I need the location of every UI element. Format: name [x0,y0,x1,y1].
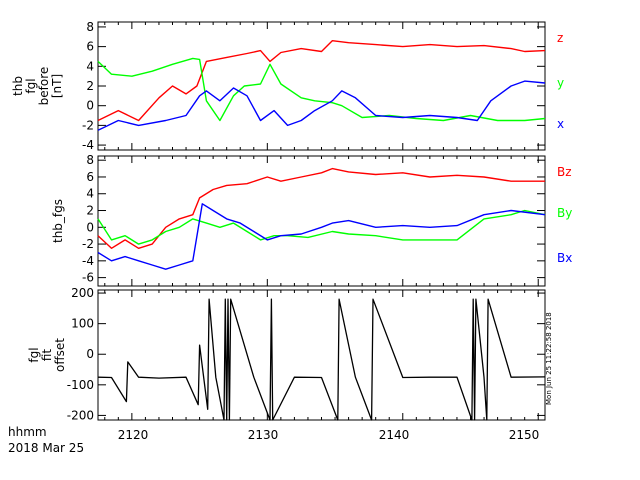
y-axis-label: fgl [24,78,38,93]
y-tick-label: 6 [86,170,94,184]
series-line-By [97,209,546,245]
y-tick-label: 0 [86,99,94,113]
y-axis-label: thb_fgs [51,199,65,243]
timestamp-label: Mon Jun 25 11:22:58 2018 [545,312,553,405]
y-tick-label: 6 [86,40,94,54]
y-tick-label: -2 [82,237,94,251]
y-tick-label: 4 [86,187,94,201]
date-label: 2018 Mar 25 [8,441,84,455]
y-tick-label: -2 [82,118,94,132]
legend-label-x: x [557,117,564,131]
y-axis-label: thb [11,76,25,96]
y-tick-label: 4 [86,59,94,73]
legend-label-z: z [557,31,563,45]
plot-frame [97,21,546,151]
y-tick-label: 8 [86,20,94,34]
y-tick-label: 200 [71,286,94,300]
y-axis-label: fit [40,349,54,362]
legend-label-Bx: Bx [557,251,572,265]
series-line-y [97,57,546,122]
x-axis-labels: 2120 2130 2140 2150 [118,428,540,442]
y-tick-label: -4 [82,138,94,152]
series-line-x [97,80,546,131]
y-tick-label: 8 [86,153,94,167]
legend-label-y: y [557,76,564,90]
plot-frame [97,155,546,287]
panel-2: -6 -4 -2 0 2 4 6 8 thb_fgs Bz By Bx [51,153,572,287]
y-tick-label: -4 [82,254,94,268]
y-tick-label: 2 [86,204,94,218]
y-tick-label: 0 [86,347,94,361]
x-tick-label: 2130 [248,428,279,442]
y-tick-label: -200 [67,408,94,422]
x-tick-label: 2120 [118,428,149,442]
y-axis-label: fgl [27,347,41,362]
y-axis-label: offset [53,338,67,372]
legend-label-Bz: Bz [557,165,572,179]
panel-1: -4 -2 0 2 4 6 8 thb fgl before [nT] z y x [11,20,564,152]
y-tick-label: -6 [82,271,94,285]
y-tick-label: 100 [71,317,94,331]
series-line-offset [97,298,546,421]
x-tick-label: 2140 [379,428,410,442]
y-tick-label: 2 [86,79,94,93]
legend-label-By: By [557,206,572,220]
plot-frame [97,289,546,421]
x-tick-label: 2150 [509,428,540,442]
y-axis-label: [nT] [50,74,64,98]
y-tick-label: -100 [67,378,94,392]
x-axis-name: hhmm [8,425,47,439]
y-axis-label: before [37,67,51,106]
series-line-Bx [97,203,546,270]
panel-3: -200 -100 0 100 200 fgl fit offset [27,286,546,422]
y-tick-label: 0 [86,220,94,234]
series-line-z [97,40,546,122]
series-line-Bz [97,167,545,250]
